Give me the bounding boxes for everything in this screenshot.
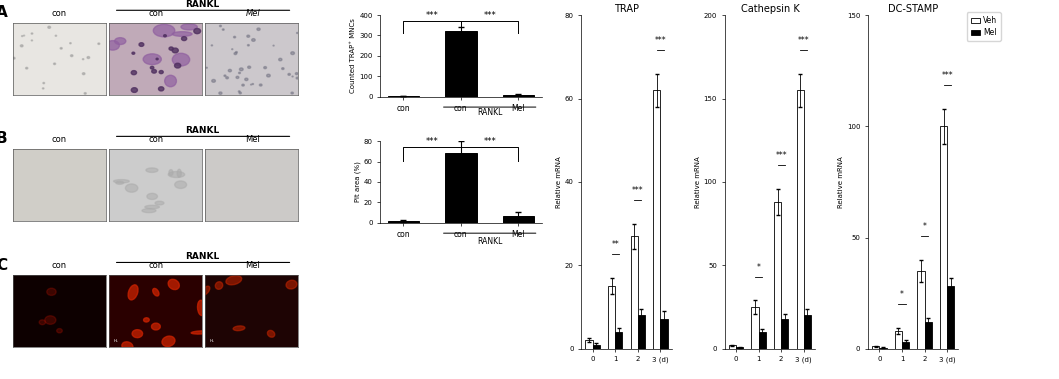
- Bar: [503, 216, 535, 222]
- Text: con: con: [148, 9, 163, 17]
- Text: RANKL: RANKL: [185, 252, 219, 261]
- Y-axis label: Pit area (%): Pit area (%): [355, 161, 361, 202]
- Text: *: *: [757, 263, 760, 272]
- Text: RANKL: RANKL: [185, 0, 219, 9]
- Bar: [593, 345, 599, 349]
- Text: ***: ***: [483, 137, 496, 146]
- Text: Mel: Mel: [246, 135, 261, 144]
- Bar: [804, 315, 811, 349]
- Text: ***: ***: [483, 11, 496, 20]
- Bar: [895, 331, 902, 349]
- Text: con: con: [148, 135, 163, 144]
- Text: RANKL: RANKL: [477, 108, 502, 117]
- Bar: [630, 236, 638, 349]
- Text: ***: ***: [426, 11, 438, 20]
- Title: Cathepsin K: Cathepsin K: [740, 5, 800, 14]
- Bar: [388, 221, 419, 222]
- Text: ***: ***: [654, 36, 666, 45]
- Text: **: **: [611, 240, 620, 249]
- Bar: [782, 319, 789, 349]
- Legend: Veh, Mel: Veh, Mel: [967, 12, 1001, 41]
- Title: TRAP: TRAP: [614, 5, 639, 14]
- Y-axis label: Counted TRAP⁺ MNCs: Counted TRAP⁺ MNCs: [351, 19, 356, 93]
- Text: ***: ***: [775, 151, 787, 160]
- Bar: [796, 90, 804, 349]
- Text: con: con: [52, 9, 67, 17]
- Bar: [925, 322, 932, 349]
- Text: RANKL: RANKL: [185, 126, 219, 135]
- Text: *: *: [900, 290, 904, 299]
- Bar: [615, 332, 623, 349]
- Bar: [752, 307, 758, 349]
- Bar: [947, 287, 954, 349]
- Bar: [661, 319, 667, 349]
- Bar: [873, 346, 879, 349]
- Bar: [879, 348, 886, 349]
- Text: C: C: [0, 258, 7, 273]
- Text: Mel: Mel: [246, 9, 261, 17]
- Bar: [586, 340, 593, 349]
- Bar: [503, 95, 535, 97]
- Y-axis label: Relative mRNA: Relative mRNA: [695, 156, 701, 208]
- Text: RANKL: RANKL: [477, 237, 502, 246]
- Text: ***: ***: [941, 71, 953, 80]
- Bar: [729, 345, 736, 349]
- Bar: [940, 126, 947, 349]
- Text: B: B: [0, 132, 7, 147]
- Text: ***: ***: [426, 137, 438, 146]
- Y-axis label: Relative mRNA: Relative mRNA: [556, 156, 562, 208]
- Y-axis label: Relative mRNA: Relative mRNA: [838, 156, 844, 208]
- Text: con: con: [52, 135, 67, 144]
- Bar: [388, 96, 419, 97]
- Text: *: *: [922, 222, 927, 232]
- Bar: [736, 347, 743, 349]
- Bar: [917, 271, 925, 349]
- Text: ***: ***: [632, 186, 644, 195]
- Bar: [638, 315, 645, 349]
- Bar: [758, 332, 766, 349]
- Bar: [445, 153, 477, 222]
- Bar: [608, 286, 615, 349]
- Text: con: con: [52, 261, 67, 270]
- Bar: [445, 31, 477, 97]
- Text: con: con: [148, 261, 163, 270]
- Bar: [902, 342, 910, 349]
- Text: ***: ***: [798, 36, 809, 45]
- Text: A: A: [0, 5, 7, 20]
- Text: Mel: Mel: [246, 261, 261, 270]
- Bar: [774, 202, 782, 349]
- Bar: [653, 90, 661, 349]
- Title: DC-STAMP: DC-STAMP: [889, 5, 938, 14]
